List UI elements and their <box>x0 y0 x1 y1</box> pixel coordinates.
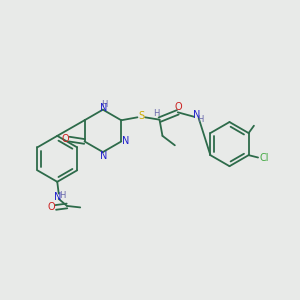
Text: O: O <box>175 102 182 112</box>
Text: N: N <box>100 152 108 161</box>
Text: N: N <box>122 136 130 146</box>
Text: H: H <box>153 109 160 118</box>
Text: H: H <box>59 191 65 200</box>
Text: N: N <box>54 192 61 202</box>
Text: O: O <box>61 134 69 144</box>
Text: H: H <box>101 100 107 109</box>
Text: N: N <box>100 103 107 113</box>
Text: S: S <box>138 111 144 122</box>
Text: H: H <box>197 115 204 124</box>
Text: Cl: Cl <box>260 152 269 163</box>
Text: N: N <box>193 110 200 120</box>
Text: O: O <box>47 202 55 212</box>
